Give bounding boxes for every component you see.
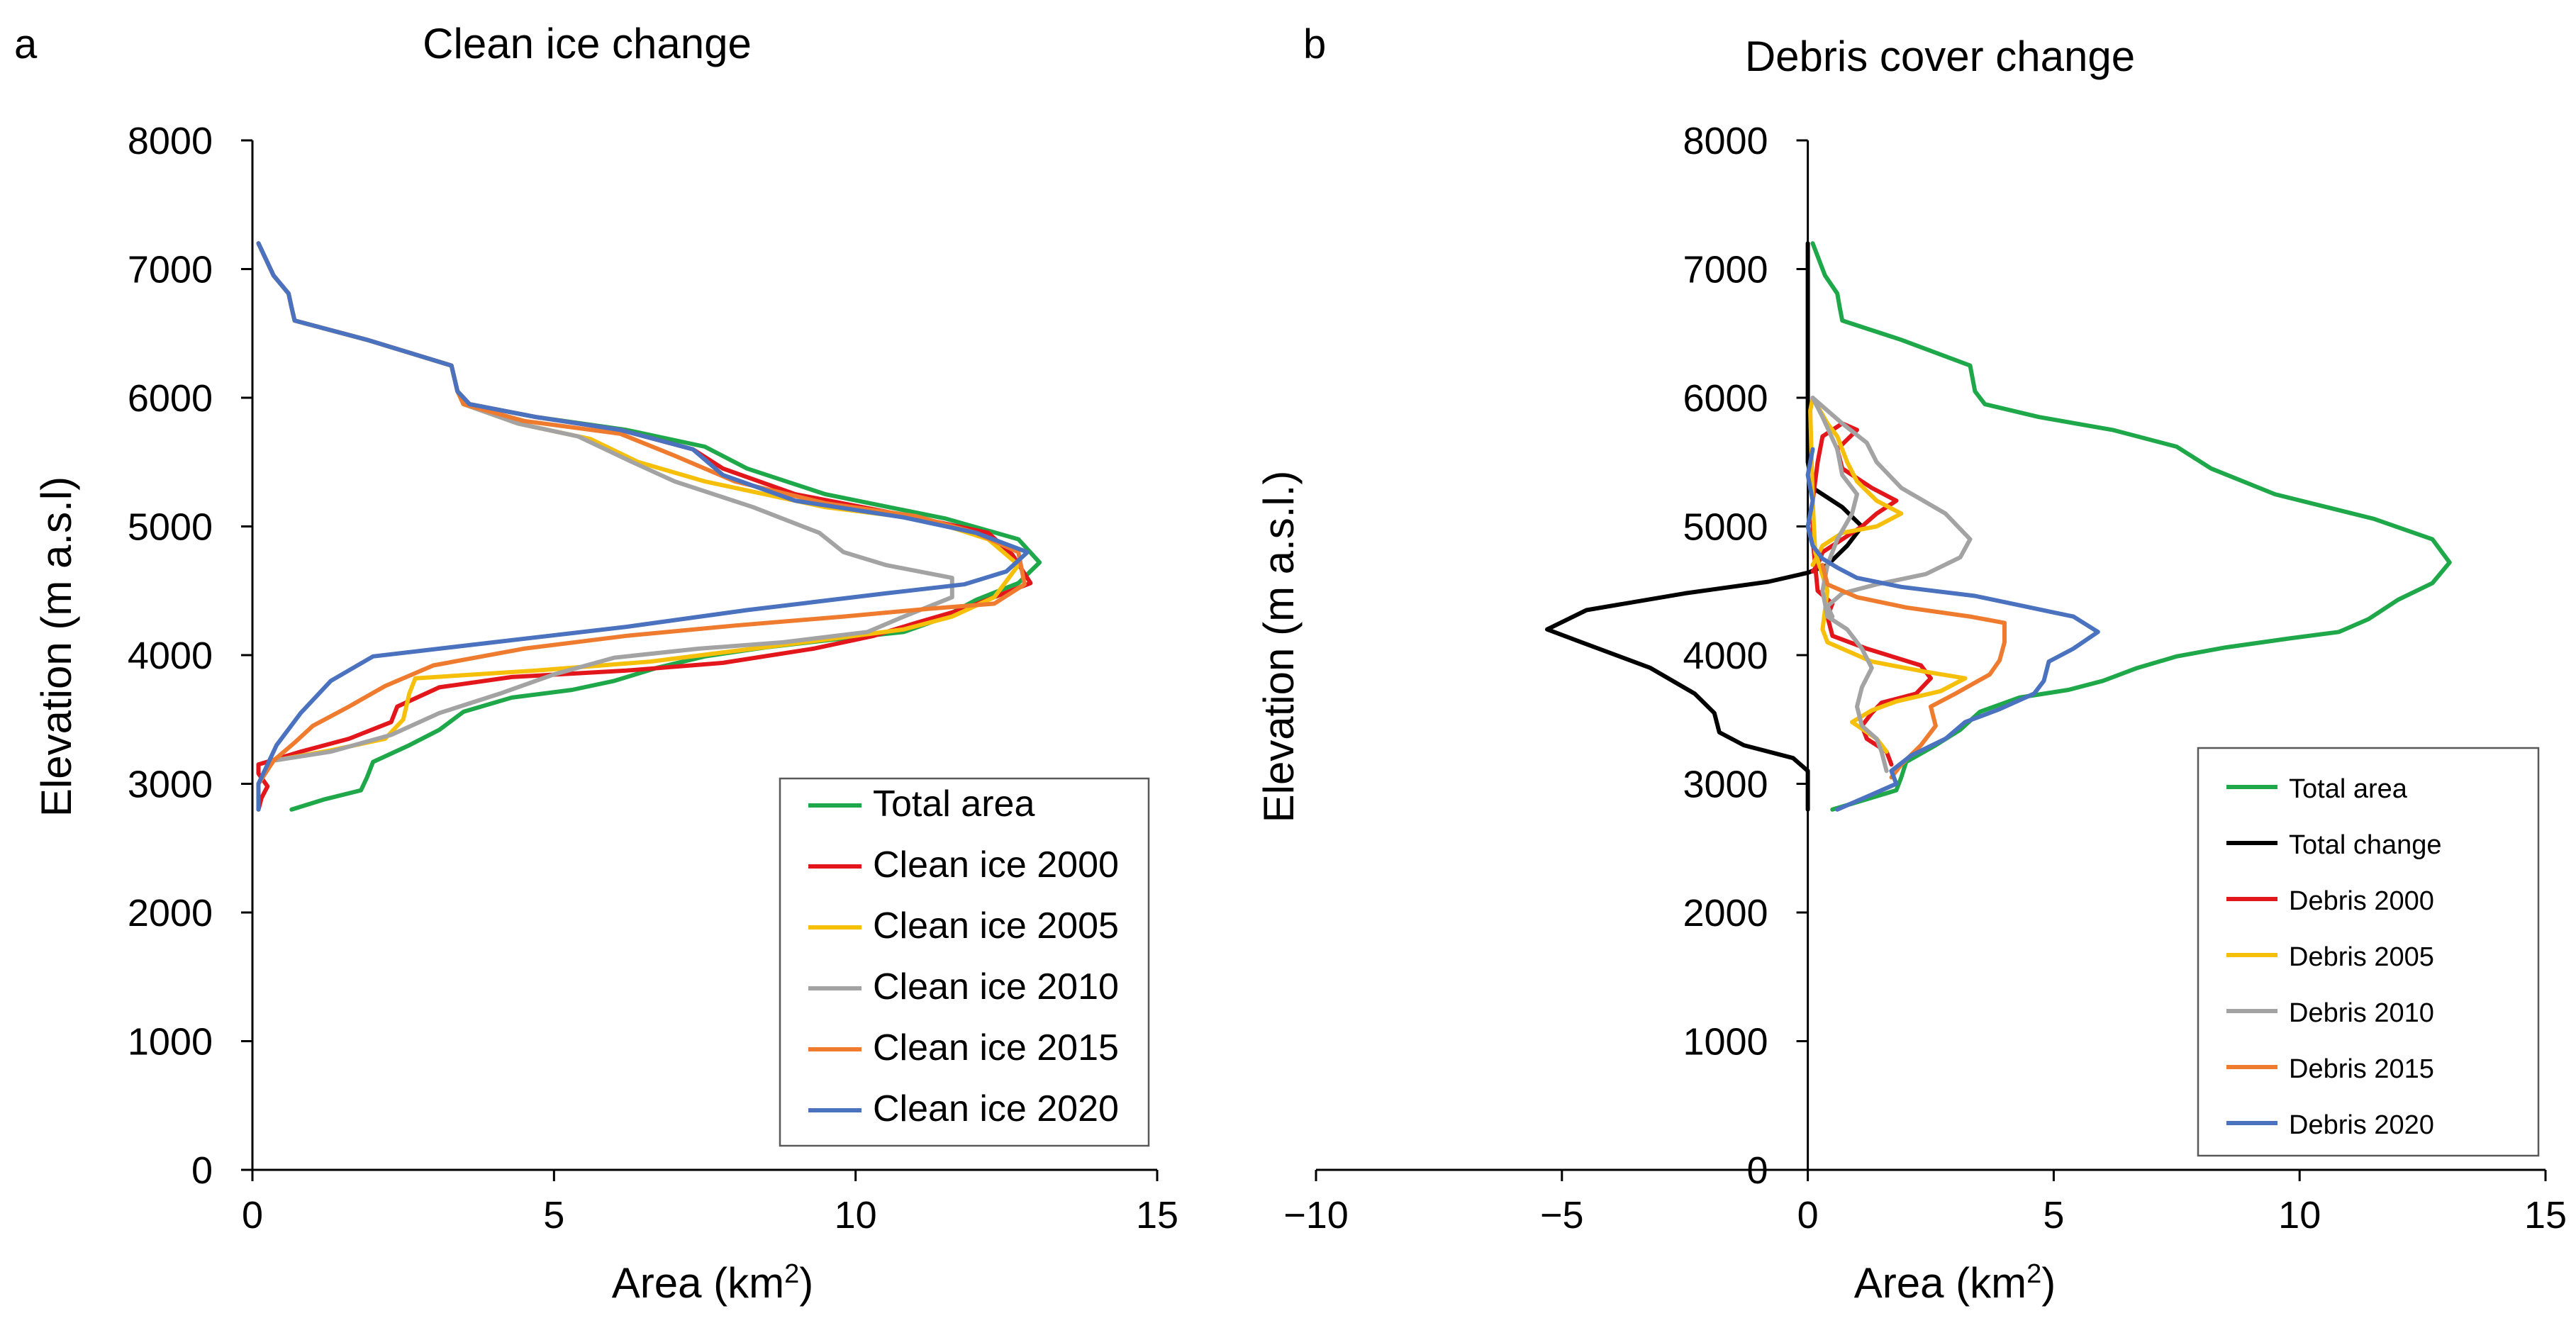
chart-panel-b: b Debris cover change −10 −5 0 5 10 15 0 1000 20… (1255, 21, 2567, 1307)
x-tick-label: 10 (835, 1194, 877, 1237)
x-tick-label: −5 (1540, 1194, 1584, 1237)
legend-entry-label: Clean ice 2020 (873, 1088, 1119, 1129)
y-tick-label: 1000 (128, 1021, 213, 1064)
x-tick-label: 15 (2524, 1194, 2567, 1237)
y-tick-label: 8000 (128, 120, 213, 162)
y-tick-label: 5000 (128, 506, 213, 549)
legend-entry-label: Debris 2005 (2289, 942, 2434, 972)
series-line-debris-2000 (1810, 421, 1933, 767)
axes-b: −10 −5 0 5 10 15 0 1000 2000 3000 4000 5000 6000 7000… (1283, 120, 2567, 1237)
series-line-total-area (1810, 241, 2452, 812)
series-line-clean-ice-2000 (256, 241, 1033, 812)
y-axis-label-a: Elevation (m a.s.l) (33, 476, 80, 817)
y-tick-label: 3000 (128, 764, 213, 806)
series-line-clean-ice-2015 (256, 241, 1027, 812)
series-line-clean-ice-2020 (256, 241, 1030, 812)
x-tick-label: −10 (1283, 1194, 1349, 1237)
legend-entry-label: Clean ice 2010 (873, 966, 1119, 1007)
y-tick-label: 6000 (1683, 377, 1768, 420)
legend-entry-label: Debris 2010 (2289, 998, 2434, 1028)
series-line-debris-2020 (1805, 447, 2100, 812)
chart-panel-a: a Clean ice change 0 5 10 15 0 1000 2000 3000 40… (14, 20, 1178, 1307)
y-tick-label: 6000 (128, 377, 213, 420)
series-line-clean-ice-2005 (256, 241, 1021, 812)
y-tick-label: 0 (191, 1149, 213, 1192)
legend-entry-label: Clean ice 2015 (873, 1027, 1119, 1068)
panel-letter-a: a (14, 21, 38, 67)
legend-entry-label: Debris 2015 (2289, 1054, 2434, 1084)
x-tick-label: 5 (543, 1194, 564, 1237)
y-tick-label: 7000 (1683, 249, 1768, 291)
x-tick-label: 0 (242, 1194, 263, 1237)
y-axis-label-b: Elevation (m a.s.l.) (1255, 471, 1303, 823)
legend-box (2197, 747, 2540, 1157)
chart-title-a: Clean ice change (423, 20, 752, 67)
y-tick-label: 5000 (1683, 506, 1768, 549)
legend-entry-label: Total change (2289, 830, 2442, 860)
x-tick-label: 5 (2043, 1194, 2064, 1237)
axes-a: 0 5 10 15 0 1000 2000 3000 4000 5000 6000 7000 8000 (128, 120, 1178, 1237)
legend-entry-label: Clean ice 2005 (873, 905, 1119, 947)
legend-entry-label: Debris 2000 (2289, 886, 2434, 916)
series-group-b (1545, 241, 2452, 812)
legend-entry-label: Total area (873, 783, 1035, 825)
legend-a: Total area Clean ice 2000 Clean ice 2005 Cl… (779, 777, 1150, 1147)
chart-title-b: Debris cover change (1745, 33, 2135, 80)
panel-letter-b: b (1303, 21, 1326, 67)
x-tick-label: 10 (2278, 1194, 2321, 1237)
y-tick-label: 7000 (128, 249, 213, 291)
y-tick-label: 4000 (128, 635, 213, 677)
x-axis-label-a: Area (km2) (612, 1259, 814, 1307)
series-group-a (256, 241, 1042, 812)
y-tick-label: 2000 (128, 892, 213, 934)
series-line-total-area (256, 241, 1042, 812)
series-line-clean-ice-2010 (256, 241, 954, 812)
y-tick-label: 4000 (1683, 635, 1768, 677)
legend-entry-label: Total area (2289, 774, 2408, 804)
x-axis-label-b: Area (km2) (1854, 1259, 2056, 1307)
y-tick-label: 0 (1747, 1149, 1768, 1192)
series-line-debris-2010 (1810, 396, 1973, 774)
series-line-debris-2015 (1820, 562, 2007, 780)
y-tick-label: 3000 (1683, 764, 1768, 806)
x-tick-label: 15 (1136, 1194, 1178, 1237)
legend-b: Total area Total change Debris 2000 Debris … (2197, 747, 2540, 1157)
legend-entry-label: Debris 2020 (2289, 1110, 2434, 1140)
y-tick-label: 8000 (1683, 120, 1768, 162)
series-line-total-change (1545, 241, 1864, 812)
series-line-debris-2005 (1808, 396, 1968, 754)
legend-entry-label: Clean ice 2000 (873, 844, 1119, 886)
legend-box (779, 777, 1150, 1147)
x-tick-label: 0 (1797, 1194, 1819, 1237)
y-tick-label: 1000 (1683, 1021, 1768, 1064)
y-tick-label: 2000 (1683, 892, 1768, 934)
